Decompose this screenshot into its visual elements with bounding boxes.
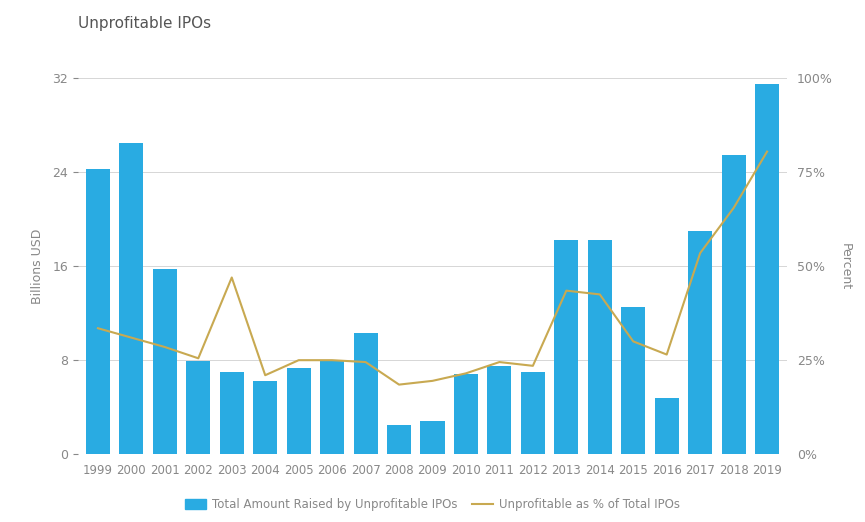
Bar bbox=[487, 366, 511, 454]
Bar bbox=[186, 361, 210, 454]
Bar bbox=[354, 333, 378, 454]
Bar bbox=[454, 374, 478, 454]
Bar bbox=[320, 361, 344, 454]
Bar bbox=[119, 143, 144, 454]
Bar bbox=[689, 231, 712, 454]
Y-axis label: Billions USD: Billions USD bbox=[31, 229, 44, 304]
Legend: Total Amount Raised by Unprofitable IPOs, Unprofitable as % of Total IPOs: Total Amount Raised by Unprofitable IPOs… bbox=[180, 494, 685, 516]
Bar bbox=[755, 84, 779, 454]
Bar bbox=[286, 369, 311, 454]
Y-axis label: Percent: Percent bbox=[839, 243, 852, 290]
Bar bbox=[86, 169, 110, 454]
Bar bbox=[554, 241, 579, 454]
Bar bbox=[153, 269, 176, 454]
Bar bbox=[587, 241, 612, 454]
Bar bbox=[387, 425, 411, 454]
Bar bbox=[220, 372, 244, 454]
Bar bbox=[521, 372, 545, 454]
Text: Unprofitable IPOs: Unprofitable IPOs bbox=[78, 16, 211, 31]
Bar bbox=[420, 421, 445, 454]
Bar bbox=[655, 398, 679, 454]
Bar bbox=[721, 155, 746, 454]
Bar bbox=[621, 307, 645, 454]
Bar bbox=[253, 381, 278, 454]
